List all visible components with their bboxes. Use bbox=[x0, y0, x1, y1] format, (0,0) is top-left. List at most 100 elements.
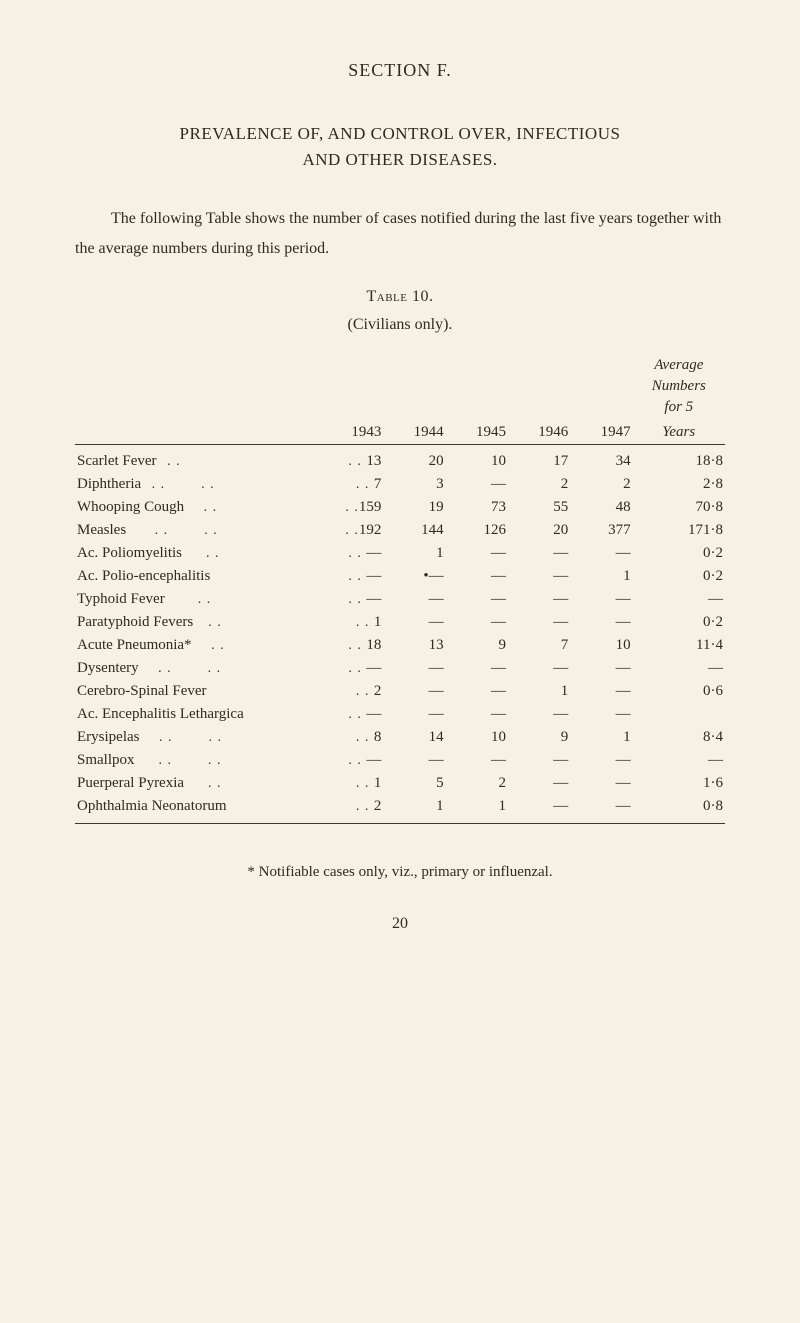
cell: — bbox=[446, 703, 508, 726]
cases-table: Average Numbers for 5 1943 1944 1945 194… bbox=[75, 352, 725, 824]
dots-icon: . . bbox=[348, 592, 366, 607]
table-row: Puerperal Pyrexia . . . . 1 5 2 — — 1·6 bbox=[75, 772, 725, 795]
cell: — bbox=[366, 752, 381, 768]
cell: 9 bbox=[446, 634, 508, 657]
table-row: Dysentery . . . . . . — — — — — — bbox=[75, 657, 725, 680]
cell: — bbox=[570, 542, 632, 565]
cell: — bbox=[570, 680, 632, 703]
col-year-2: 1945 bbox=[446, 421, 508, 445]
cell: 1 bbox=[446, 795, 508, 824]
col-avg-years: Years bbox=[633, 421, 725, 445]
civilians-only-label: (Civilians only). bbox=[75, 316, 725, 334]
cell: — bbox=[366, 660, 381, 676]
cell: 48 bbox=[570, 496, 632, 519]
cell: 159 bbox=[359, 499, 382, 515]
dots-icon: . . bbox=[348, 638, 366, 653]
cell: 377 bbox=[570, 519, 632, 542]
cell: 7 bbox=[374, 476, 382, 492]
cell: 10 bbox=[446, 445, 508, 474]
cell: 34 bbox=[570, 445, 632, 474]
dots-icon: . . . . bbox=[145, 661, 222, 677]
dots-icon: . . bbox=[356, 615, 374, 630]
cell: 8 bbox=[374, 729, 382, 745]
table-row: Typhoid Fever . . . . — — — — — — bbox=[75, 588, 725, 611]
cell: — bbox=[570, 588, 632, 611]
table-row: Acute Pneumonia* . . . . 18 13 9 7 10 11… bbox=[75, 634, 725, 657]
row-label: Whooping Cough bbox=[77, 499, 184, 515]
dots-icon: . . bbox=[348, 661, 366, 676]
table-row: Smallpox . . . . . . — — — — — — bbox=[75, 749, 725, 772]
dots-icon: . . bbox=[163, 454, 181, 470]
table-row: Ac. Encephalitis Lethargica . . — — — — … bbox=[75, 703, 725, 726]
document-page: SECTION F. PREVALENCE OF, AND CONTROL OV… bbox=[0, 0, 800, 973]
cell: — bbox=[446, 565, 508, 588]
cell: — bbox=[508, 542, 570, 565]
cell: 2·8 bbox=[633, 473, 725, 496]
row-label: Smallpox bbox=[77, 752, 135, 768]
cell: — bbox=[570, 772, 632, 795]
cell: 1 bbox=[383, 542, 445, 565]
row-label: Dysentery bbox=[77, 660, 139, 676]
cell: 70·8 bbox=[633, 496, 725, 519]
dots-icon: . . bbox=[356, 730, 374, 745]
cell: — bbox=[383, 588, 445, 611]
cell: — bbox=[570, 611, 632, 634]
dots-icon: . . bbox=[356, 776, 374, 791]
table-row: Measles . . . . . .192 144 126 20 377 17… bbox=[75, 519, 725, 542]
year-header-row: 1943 1944 1945 1946 1947 Years bbox=[75, 421, 725, 445]
avg-hdr-l2: Numbers bbox=[652, 378, 706, 394]
cell: 144 bbox=[383, 519, 445, 542]
cell: — bbox=[366, 591, 381, 607]
cell: — bbox=[570, 795, 632, 824]
cell: — bbox=[366, 706, 381, 722]
cell: — bbox=[633, 657, 725, 680]
table-row: Ac. Polio-encephalitis . . — •— — — 1 0·… bbox=[75, 565, 725, 588]
cell: — bbox=[570, 703, 632, 726]
cell: — bbox=[446, 657, 508, 680]
cell: 18·8 bbox=[633, 445, 725, 474]
cell: — bbox=[446, 473, 508, 496]
heading-line-1: PREVALENCE OF, AND CONTROL OVER, INFECTI… bbox=[75, 119, 725, 150]
cell: 2 bbox=[374, 683, 382, 699]
cell: — bbox=[570, 749, 632, 772]
cell: — bbox=[508, 749, 570, 772]
row-label: Measles bbox=[77, 522, 126, 538]
avg-header-row: Average Numbers for 5 bbox=[75, 352, 725, 421]
dots-icon: . . bbox=[190, 500, 217, 516]
cell: — bbox=[508, 703, 570, 726]
dots-icon: . . bbox=[356, 684, 374, 699]
col-year-3: 1946 bbox=[508, 421, 570, 445]
cell: — bbox=[366, 545, 381, 561]
cell: 8·4 bbox=[633, 726, 725, 749]
row-label: Diphtheria bbox=[77, 476, 141, 492]
col-year-4: 1947 bbox=[570, 421, 632, 445]
dots-icon: . . bbox=[345, 523, 359, 538]
dots-icon: . . . . bbox=[145, 730, 222, 746]
cell: 3 bbox=[383, 473, 445, 496]
cell: 192 bbox=[359, 522, 382, 538]
cell: — bbox=[366, 568, 381, 584]
cell: — bbox=[508, 588, 570, 611]
cell: 171·8 bbox=[633, 519, 725, 542]
cell: 20 bbox=[383, 445, 445, 474]
row-label: Scarlet Fever bbox=[77, 453, 157, 469]
cell: 19 bbox=[383, 496, 445, 519]
dots-icon: . . bbox=[348, 753, 366, 768]
cell: 1 bbox=[570, 726, 632, 749]
dots-icon: . . bbox=[356, 799, 374, 814]
dots-icon: . . bbox=[345, 500, 359, 515]
table-row: Ac. Poliomyelitis . . . . — 1 — — — 0·2 bbox=[75, 542, 725, 565]
cell: 0·6 bbox=[633, 680, 725, 703]
avg-hdr-l1: Average bbox=[654, 357, 703, 373]
cell: 0·2 bbox=[633, 611, 725, 634]
cell: 73 bbox=[446, 496, 508, 519]
cell: — bbox=[383, 680, 445, 703]
row-label: Ophthalmia Neonatorum bbox=[77, 798, 227, 814]
dots-icon: . . bbox=[356, 477, 374, 492]
cell: 126 bbox=[446, 519, 508, 542]
dots-icon: . . bbox=[190, 776, 222, 792]
cell: — bbox=[508, 772, 570, 795]
table-row: Paratyphoid Fevers . . . . 1 — — — — 0·2 bbox=[75, 611, 725, 634]
cell: 55 bbox=[508, 496, 570, 519]
dots-icon: . . bbox=[348, 454, 366, 469]
